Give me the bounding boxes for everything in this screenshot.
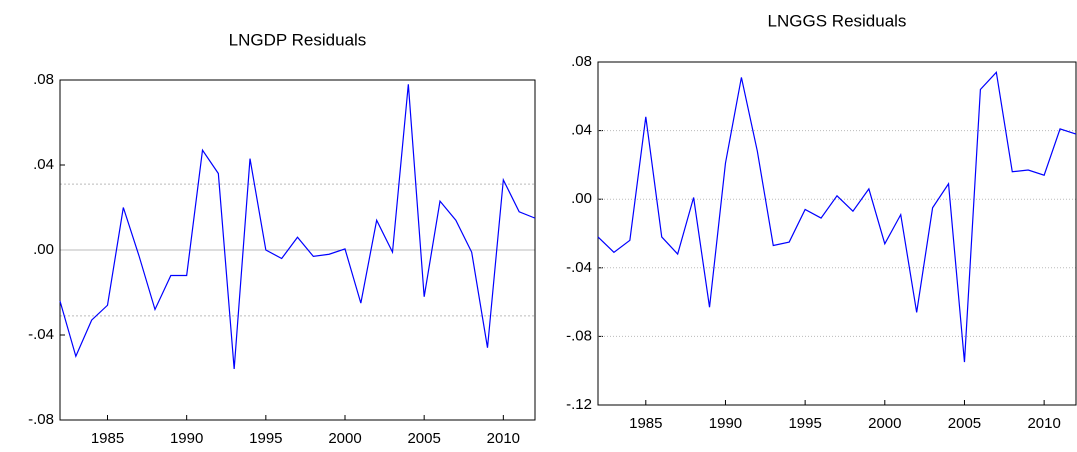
- y-tick-label: .08: [571, 53, 592, 70]
- y-tick-label: -.04: [566, 259, 592, 276]
- chart-title: LNGDP Residuals: [229, 30, 367, 49]
- plot-frame: [59, 79, 536, 421]
- y-tick-label: -.04: [28, 326, 54, 343]
- chart-title: LNGGS Residuals: [768, 11, 907, 30]
- y-tick-label: .04: [571, 122, 592, 139]
- x-tick-label: 2005: [948, 415, 981, 432]
- series-line: [59, 84, 536, 370]
- x-tick-label: 2000: [328, 430, 361, 447]
- x-tick-label: 1995: [249, 430, 282, 447]
- y-tick-label: .04: [33, 156, 54, 173]
- x-tick-label: 2010: [487, 430, 520, 447]
- x-tick-label: 1990: [170, 430, 203, 447]
- y-tick-label: -.12: [566, 396, 592, 413]
- y-tick-label: -.08: [28, 411, 54, 428]
- x-tick-label: 2000: [868, 415, 901, 432]
- x-tick-label: 2010: [1027, 415, 1060, 432]
- y-tick-label: .00: [571, 190, 592, 207]
- x-tick-label: 1985: [91, 430, 124, 447]
- series-line: [597, 70, 1077, 363]
- y-tick-label: .08: [33, 71, 54, 88]
- y-tick-label: .00: [33, 241, 54, 258]
- y-tick-label: -.08: [566, 327, 592, 344]
- x-tick-label: 1995: [788, 415, 821, 432]
- plot-frame: [597, 61, 1077, 406]
- x-tick-label: 2005: [407, 430, 440, 447]
- x-tick-label: 1985: [629, 415, 662, 432]
- x-tick-label: 1990: [709, 415, 742, 432]
